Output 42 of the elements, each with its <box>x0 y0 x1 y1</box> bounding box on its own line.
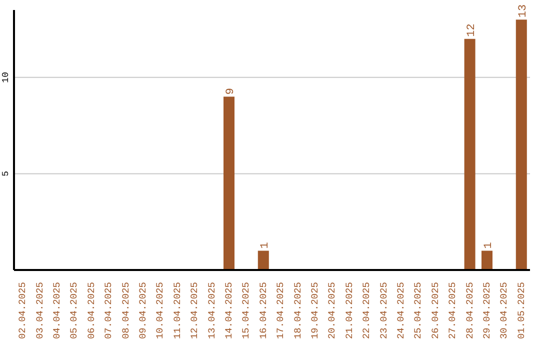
data-label: 1 <box>482 242 495 249</box>
x-tick-label: 13.04.2025 <box>206 282 218 340</box>
x-tick-label: 07.04.2025 <box>103 282 114 340</box>
data-label: 12 <box>466 24 478 37</box>
data-label: 13 <box>517 4 530 18</box>
x-tick-label: 25.04.2025 <box>412 282 424 340</box>
x-tick-label: 18.04.2025 <box>292 282 304 340</box>
x-tick-label: 10.04.2025 <box>154 282 166 340</box>
bar <box>516 20 527 270</box>
bar <box>258 250 269 270</box>
x-tick-label: 11.04.2025 <box>172 282 183 340</box>
x-tick-label: 27.04.2025 <box>447 282 458 340</box>
x-tick-label: 20.04.2025 <box>326 282 338 340</box>
x-tick-label: 02.04.2025 <box>17 282 28 340</box>
bar <box>481 250 492 270</box>
x-tick-label: 19.04.2025 <box>310 282 320 340</box>
x-tick-label: 05.04.2025 <box>68 282 80 340</box>
x-tick-label: 04.04.2025 <box>52 282 62 340</box>
bar <box>464 38 476 270</box>
y-tick-label: 10 <box>1 72 11 83</box>
x-tick-label: 30.04.2025 <box>498 282 510 340</box>
x-tick-label: 26.04.2025 <box>430 282 441 340</box>
data-label: 9 <box>224 88 237 95</box>
data-label: 1 <box>259 242 272 249</box>
x-tick-label: 09.04.2025 <box>138 282 148 340</box>
x-tick-label: 17.04.2025 <box>275 282 286 340</box>
x-tick-label: 12.04.2025 <box>189 282 200 340</box>
x-tick-label: 03.04.2025 <box>34 282 46 340</box>
x-tick-label: 28.04.2025 <box>464 282 476 340</box>
x-tick-label: 06.04.2025 <box>86 282 97 340</box>
x-tick-label: 16.04.2025 <box>258 282 269 340</box>
x-tick-label: 08.04.2025 <box>120 282 132 340</box>
x-tick-label: 24.04.2025 <box>396 282 406 340</box>
x-tick-label: 22.04.2025 <box>361 282 372 340</box>
x-tick-label: 23.04.2025 <box>378 282 390 340</box>
bar <box>223 96 234 270</box>
x-tick-label: 01.05.2025 <box>516 282 527 340</box>
x-tick-label: 14.04.2025 <box>224 282 234 340</box>
y-tick-label: 5 <box>1 171 11 176</box>
x-tick-label: 29.04.2025 <box>482 282 492 340</box>
x-tick-label: 21.04.2025 <box>344 282 355 340</box>
x-tick-label: 15.04.2025 <box>240 282 252 340</box>
